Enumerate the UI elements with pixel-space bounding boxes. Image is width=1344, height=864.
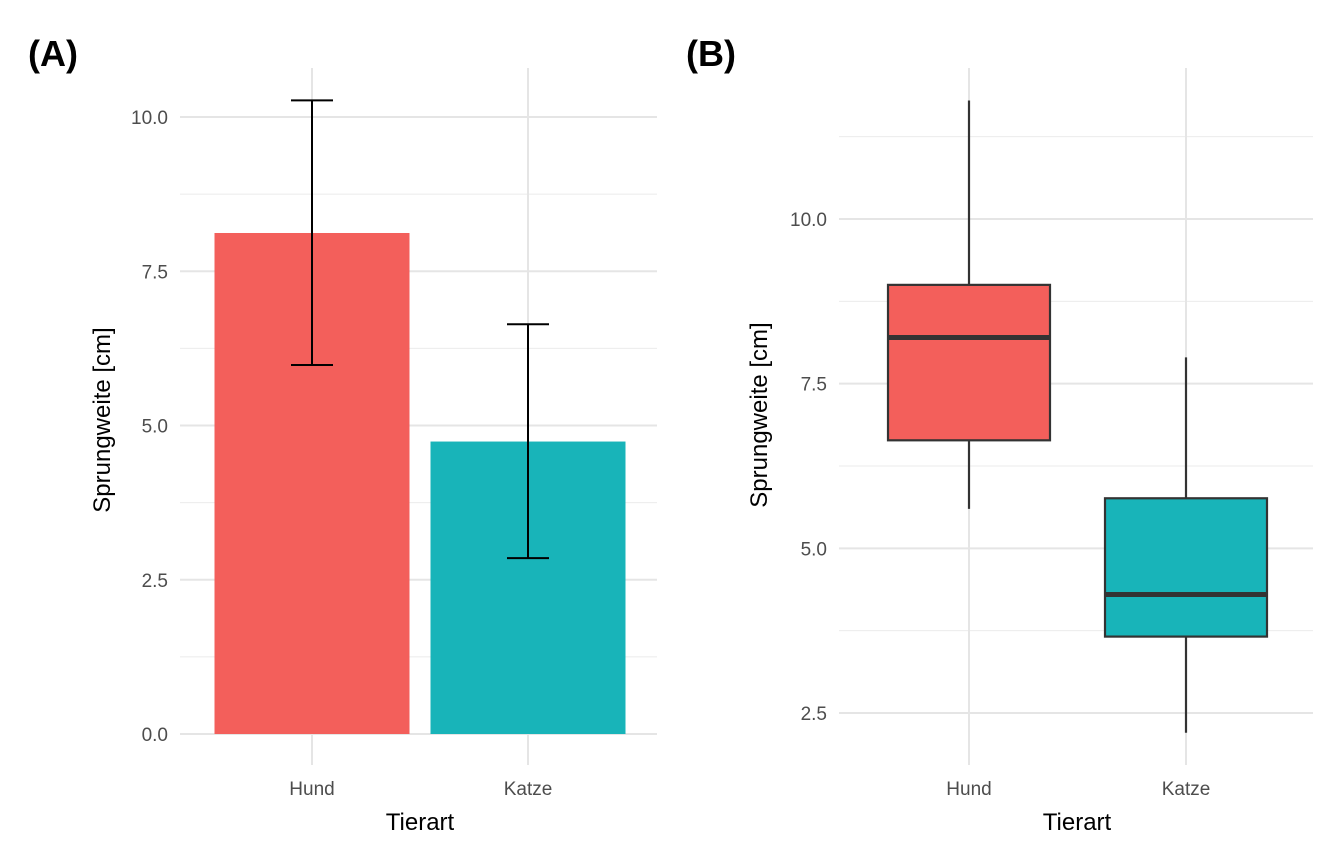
box-hund bbox=[886, 100, 1052, 509]
panel-a-y-tick-label: 0.0 bbox=[142, 725, 168, 746]
panel-a-tick-labels: 0.0 2.5 5.0 7.5 10.0 Hund Katze bbox=[131, 108, 552, 800]
panel-b-x-tick-label: Hund bbox=[946, 779, 991, 800]
panel-b-y-tick-label: 5.0 bbox=[801, 539, 827, 560]
box-katze bbox=[1103, 357, 1269, 733]
panel-a-bars bbox=[214, 99, 626, 734]
panel-b-y-tick-label: 2.5 bbox=[801, 704, 827, 725]
panel-a-y-tick-label: 7.5 bbox=[142, 262, 168, 283]
panel-b-boxes bbox=[886, 100, 1269, 733]
box-iqr bbox=[1103, 497, 1269, 638]
panel-b-y-axis-title: Sprungweite [cm] bbox=[746, 322, 773, 507]
panel-b-box-plot: 2.5 5.0 7.5 10.0 Hund Katze (B) Tierart Sprun… bbox=[686, 33, 1313, 836]
panel-a-y-tick-label: 5.0 bbox=[142, 417, 168, 438]
panel-a-x-tick-label: Katze bbox=[504, 779, 553, 800]
panel-b-y-tick-label: 7.5 bbox=[801, 375, 827, 396]
panel-a-x-tick-label: Hund bbox=[289, 779, 334, 800]
box-iqr bbox=[886, 283, 1052, 442]
panel-b-y-tick-label: 10.0 bbox=[790, 210, 827, 231]
panel-a-y-axis-title: Sprungweite [cm] bbox=[89, 327, 116, 512]
panel-a-bar-chart: 0.0 2.5 5.0 7.5 10.0 Hund Katze (A) Tierart Sp… bbox=[28, 33, 657, 836]
error-bar-katze bbox=[507, 323, 549, 560]
panel-b-tick-labels: 2.5 5.0 7.5 10.0 Hund Katze bbox=[790, 210, 1210, 800]
panel-a-tag: (A) bbox=[28, 33, 78, 74]
panel-b-x-tick-label: Katze bbox=[1162, 779, 1211, 800]
error-bar-hund bbox=[291, 99, 333, 367]
panel-a-x-axis-title: Tierart bbox=[386, 809, 455, 836]
panel-a-y-tick-label: 10.0 bbox=[131, 108, 168, 129]
panel-b-tag: (B) bbox=[686, 33, 736, 74]
panel-b-x-axis-title: Tierart bbox=[1043, 809, 1112, 836]
panel-a-y-tick-label: 2.5 bbox=[142, 571, 168, 592]
